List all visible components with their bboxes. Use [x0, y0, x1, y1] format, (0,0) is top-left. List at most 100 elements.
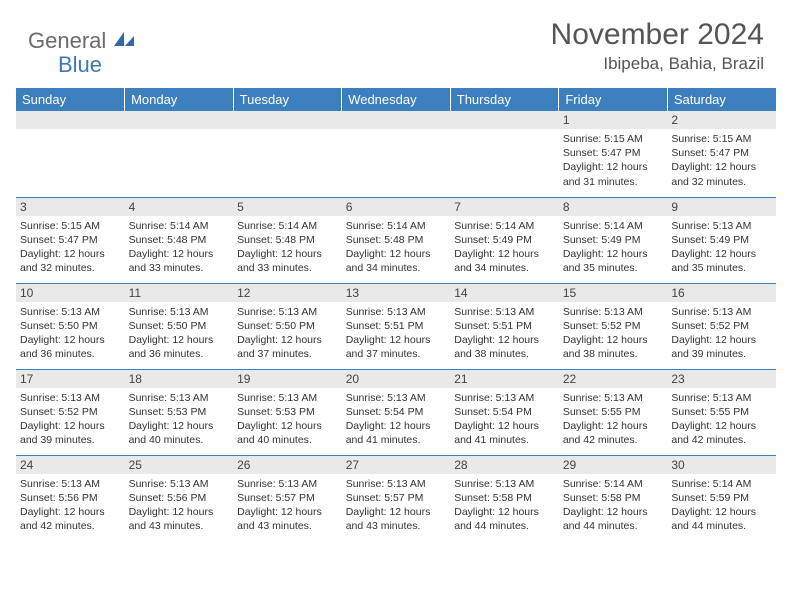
day-data: Sunrise: 5:14 AMSunset: 5:49 PMDaylight:…	[450, 216, 559, 278]
calendar-day-cell: 9Sunrise: 5:13 AMSunset: 5:49 PMDaylight…	[667, 197, 776, 283]
calendar-day-cell: 29Sunrise: 5:14 AMSunset: 5:58 PMDayligh…	[559, 455, 668, 541]
weekday-header: Saturday	[667, 88, 776, 111]
day-data: Sunrise: 5:14 AMSunset: 5:48 PMDaylight:…	[125, 216, 234, 278]
day-data: Sunrise: 5:14 AMSunset: 5:48 PMDaylight:…	[233, 216, 342, 278]
day-number: 27	[342, 456, 451, 474]
calendar-day-cell: 3Sunrise: 5:15 AMSunset: 5:47 PMDaylight…	[16, 197, 125, 283]
day-data: Sunrise: 5:13 AMSunset: 5:53 PMDaylight:…	[125, 388, 234, 450]
day-number: 16	[667, 284, 776, 302]
day-data: Sunrise: 5:14 AMSunset: 5:59 PMDaylight:…	[667, 474, 776, 536]
header: General Blue November 2024 Ibipeba, Bahi…	[0, 0, 792, 82]
calendar-day-cell: 2Sunrise: 5:15 AMSunset: 5:47 PMDaylight…	[667, 111, 776, 197]
day-number: 17	[16, 370, 125, 388]
day-data: Sunrise: 5:13 AMSunset: 5:53 PMDaylight:…	[233, 388, 342, 450]
calendar-day-cell: 24Sunrise: 5:13 AMSunset: 5:56 PMDayligh…	[16, 455, 125, 541]
day-data: Sunrise: 5:13 AMSunset: 5:52 PMDaylight:…	[559, 302, 668, 364]
calendar-week-row: 10Sunrise: 5:13 AMSunset: 5:50 PMDayligh…	[16, 283, 776, 369]
day-number: 30	[667, 456, 776, 474]
calendar-day-cell	[233, 111, 342, 197]
logo: General Blue	[28, 18, 136, 54]
empty-daynum	[16, 111, 125, 129]
calendar-day-cell: 4Sunrise: 5:14 AMSunset: 5:48 PMDaylight…	[125, 197, 234, 283]
day-number: 19	[233, 370, 342, 388]
day-data: Sunrise: 5:13 AMSunset: 5:51 PMDaylight:…	[342, 302, 451, 364]
day-data: Sunrise: 5:13 AMSunset: 5:54 PMDaylight:…	[450, 388, 559, 450]
day-number: 25	[125, 456, 234, 474]
day-number: 21	[450, 370, 559, 388]
calendar-header-row: SundayMondayTuesdayWednesdayThursdayFrid…	[16, 88, 776, 111]
day-data: Sunrise: 5:13 AMSunset: 5:51 PMDaylight:…	[450, 302, 559, 364]
day-number: 29	[559, 456, 668, 474]
day-number: 20	[342, 370, 451, 388]
day-number: 18	[125, 370, 234, 388]
day-data: Sunrise: 5:13 AMSunset: 5:56 PMDaylight:…	[125, 474, 234, 536]
day-number: 3	[16, 198, 125, 216]
day-data: Sunrise: 5:13 AMSunset: 5:50 PMDaylight:…	[125, 302, 234, 364]
day-data: Sunrise: 5:13 AMSunset: 5:50 PMDaylight:…	[233, 302, 342, 364]
day-data: Sunrise: 5:13 AMSunset: 5:55 PMDaylight:…	[559, 388, 668, 450]
weekday-header: Thursday	[450, 88, 559, 111]
day-data: Sunrise: 5:13 AMSunset: 5:54 PMDaylight:…	[342, 388, 451, 450]
day-number: 9	[667, 198, 776, 216]
day-data: Sunrise: 5:14 AMSunset: 5:49 PMDaylight:…	[559, 216, 668, 278]
day-number: 6	[342, 198, 451, 216]
day-data: Sunrise: 5:15 AMSunset: 5:47 PMDaylight:…	[559, 129, 668, 191]
day-data: Sunrise: 5:14 AMSunset: 5:48 PMDaylight:…	[342, 216, 451, 278]
day-number: 22	[559, 370, 668, 388]
day-number: 4	[125, 198, 234, 216]
empty-daynum	[450, 111, 559, 129]
weekday-header: Wednesday	[342, 88, 451, 111]
calendar-day-cell: 18Sunrise: 5:13 AMSunset: 5:53 PMDayligh…	[125, 369, 234, 455]
calendar-day-cell: 8Sunrise: 5:14 AMSunset: 5:49 PMDaylight…	[559, 197, 668, 283]
calendar-day-cell: 6Sunrise: 5:14 AMSunset: 5:48 PMDaylight…	[342, 197, 451, 283]
calendar-day-cell: 12Sunrise: 5:13 AMSunset: 5:50 PMDayligh…	[233, 283, 342, 369]
day-number: 7	[450, 198, 559, 216]
logo-sail-icon	[112, 30, 136, 53]
day-number: 23	[667, 370, 776, 388]
calendar-day-cell: 27Sunrise: 5:13 AMSunset: 5:57 PMDayligh…	[342, 455, 451, 541]
calendar-week-row: 1Sunrise: 5:15 AMSunset: 5:47 PMDaylight…	[16, 111, 776, 197]
calendar-day-cell: 17Sunrise: 5:13 AMSunset: 5:52 PMDayligh…	[16, 369, 125, 455]
day-number: 14	[450, 284, 559, 302]
weekday-header: Tuesday	[233, 88, 342, 111]
day-data: Sunrise: 5:13 AMSunset: 5:49 PMDaylight:…	[667, 216, 776, 278]
calendar-week-row: 3Sunrise: 5:15 AMSunset: 5:47 PMDaylight…	[16, 197, 776, 283]
calendar-day-cell: 15Sunrise: 5:13 AMSunset: 5:52 PMDayligh…	[559, 283, 668, 369]
calendar-day-cell: 14Sunrise: 5:13 AMSunset: 5:51 PMDayligh…	[450, 283, 559, 369]
location-text: Ibipeba, Bahia, Brazil	[551, 54, 764, 74]
day-data: Sunrise: 5:13 AMSunset: 5:52 PMDaylight:…	[16, 388, 125, 450]
calendar-day-cell: 28Sunrise: 5:13 AMSunset: 5:58 PMDayligh…	[450, 455, 559, 541]
calendar-table: SundayMondayTuesdayWednesdayThursdayFrid…	[16, 88, 776, 541]
calendar-day-cell: 13Sunrise: 5:13 AMSunset: 5:51 PMDayligh…	[342, 283, 451, 369]
empty-daynum	[233, 111, 342, 129]
calendar-day-cell: 23Sunrise: 5:13 AMSunset: 5:55 PMDayligh…	[667, 369, 776, 455]
day-data: Sunrise: 5:13 AMSunset: 5:58 PMDaylight:…	[450, 474, 559, 536]
day-data: Sunrise: 5:13 AMSunset: 5:57 PMDaylight:…	[342, 474, 451, 536]
calendar-day-cell	[16, 111, 125, 197]
day-number: 24	[16, 456, 125, 474]
day-number: 13	[342, 284, 451, 302]
day-number: 5	[233, 198, 342, 216]
weekday-header: Friday	[559, 88, 668, 111]
empty-daynum	[342, 111, 451, 129]
day-data: Sunrise: 5:13 AMSunset: 5:50 PMDaylight:…	[16, 302, 125, 364]
day-number: 8	[559, 198, 668, 216]
day-data: Sunrise: 5:14 AMSunset: 5:58 PMDaylight:…	[559, 474, 668, 536]
calendar-day-cell	[342, 111, 451, 197]
logo-word-blue: Blue	[58, 52, 102, 78]
day-number: 28	[450, 456, 559, 474]
calendar-day-cell: 30Sunrise: 5:14 AMSunset: 5:59 PMDayligh…	[667, 455, 776, 541]
day-data: Sunrise: 5:13 AMSunset: 5:52 PMDaylight:…	[667, 302, 776, 364]
calendar-day-cell: 7Sunrise: 5:14 AMSunset: 5:49 PMDaylight…	[450, 197, 559, 283]
day-number: 10	[16, 284, 125, 302]
calendar-day-cell: 26Sunrise: 5:13 AMSunset: 5:57 PMDayligh…	[233, 455, 342, 541]
day-number: 12	[233, 284, 342, 302]
calendar-day-cell: 21Sunrise: 5:13 AMSunset: 5:54 PMDayligh…	[450, 369, 559, 455]
day-number: 26	[233, 456, 342, 474]
weekday-header: Monday	[125, 88, 234, 111]
calendar-day-cell: 25Sunrise: 5:13 AMSunset: 5:56 PMDayligh…	[125, 455, 234, 541]
weekday-header: Sunday	[16, 88, 125, 111]
calendar-day-cell: 5Sunrise: 5:14 AMSunset: 5:48 PMDaylight…	[233, 197, 342, 283]
day-number: 11	[125, 284, 234, 302]
calendar-day-cell: 10Sunrise: 5:13 AMSunset: 5:50 PMDayligh…	[16, 283, 125, 369]
